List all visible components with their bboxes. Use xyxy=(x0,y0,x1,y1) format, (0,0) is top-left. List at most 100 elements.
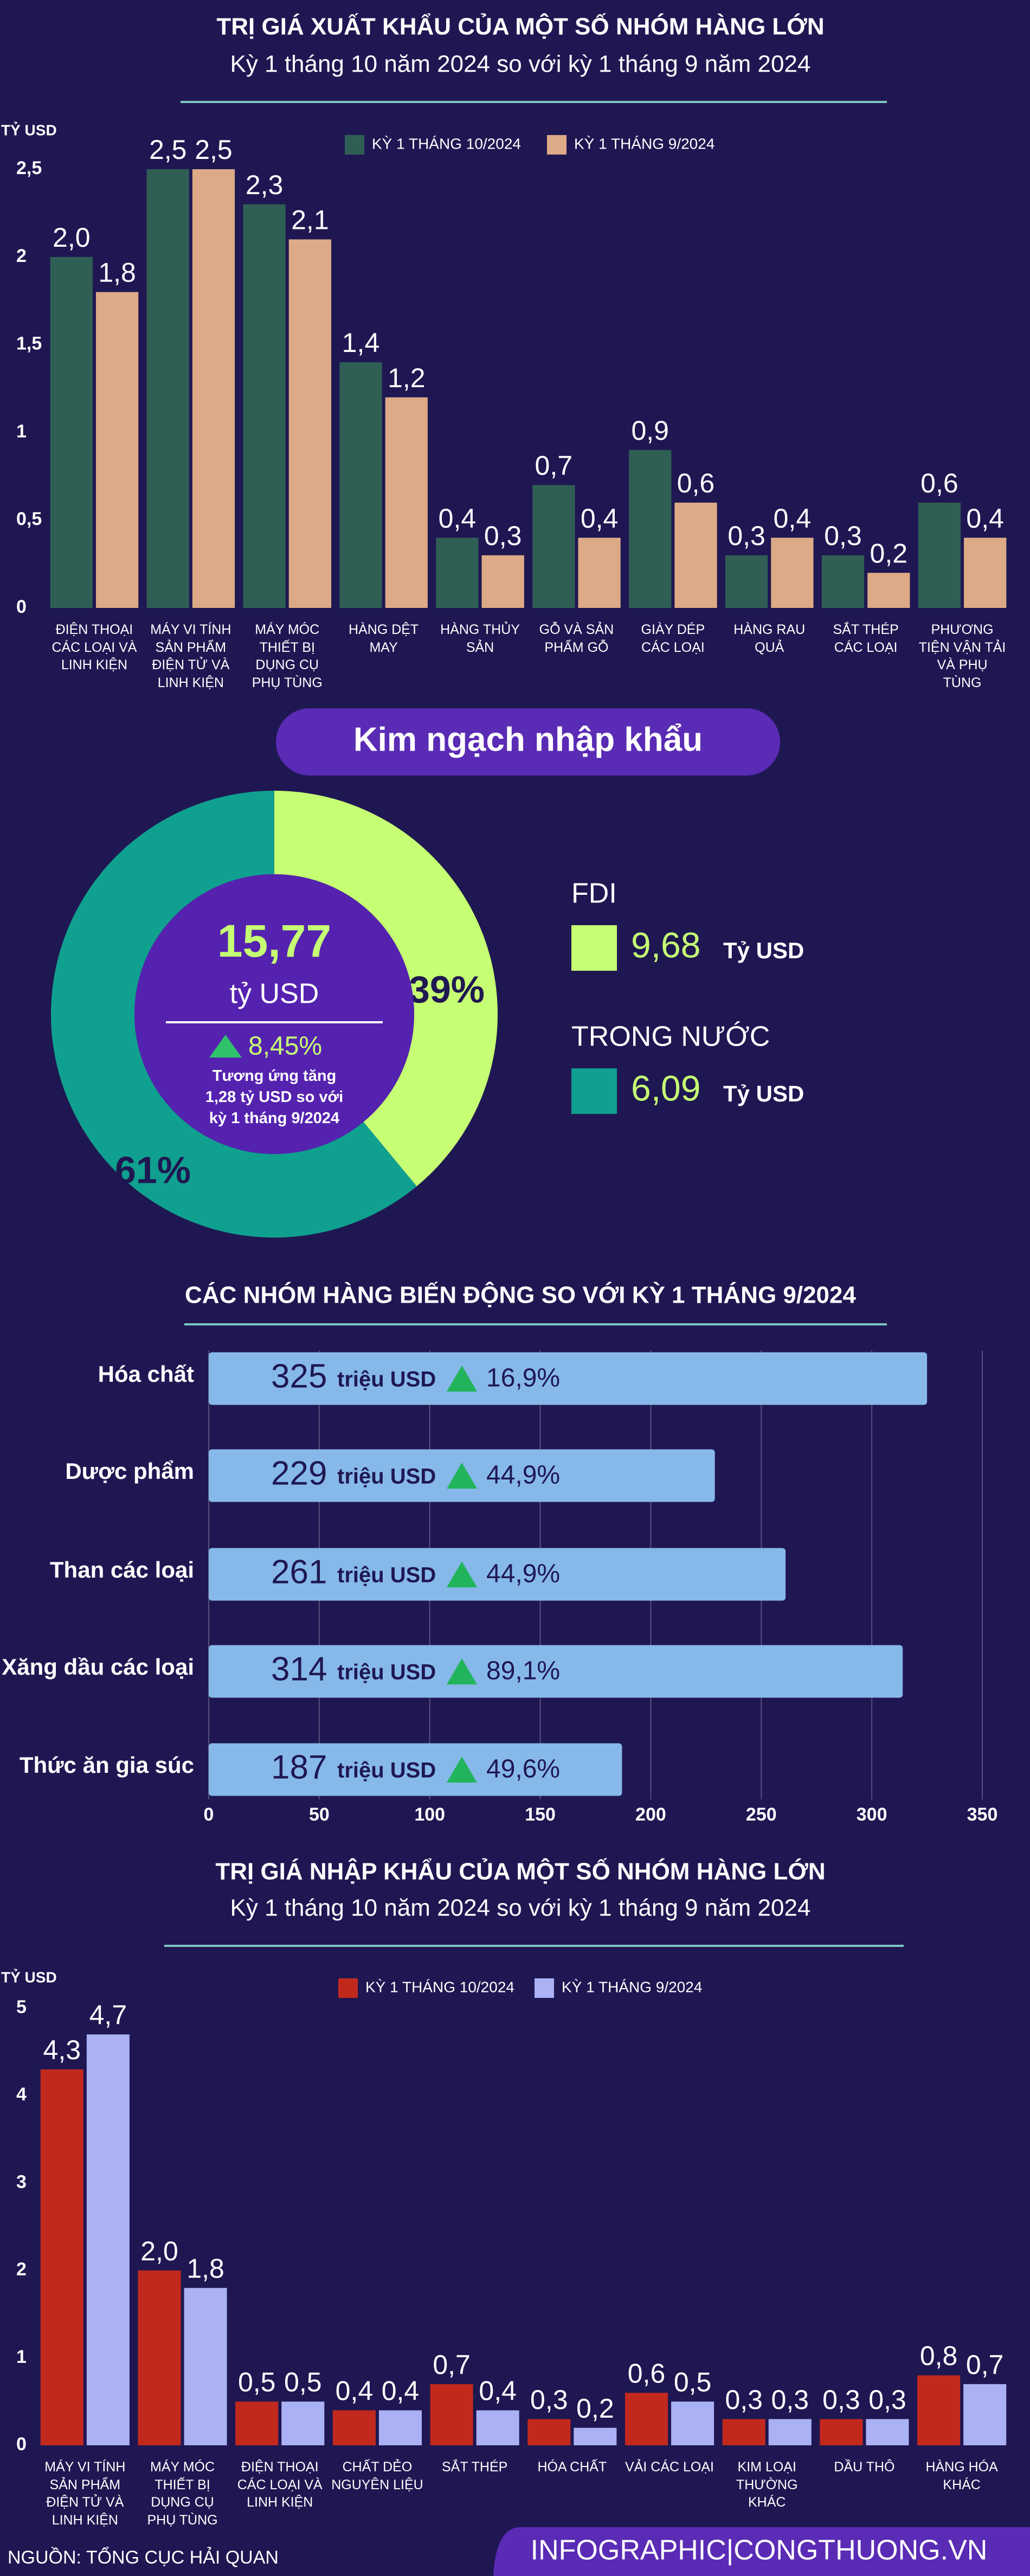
value-label: 0,2 xyxy=(870,538,908,568)
legend-amount: 6,09 xyxy=(631,1068,700,1108)
bar xyxy=(378,2410,422,2445)
change-label: 49,6% xyxy=(486,1755,560,1784)
category-label: Dược phẩm xyxy=(65,1458,194,1484)
y-tick-label: 1 xyxy=(16,421,27,441)
y-tick-label: 1,5 xyxy=(16,334,42,354)
legend-label: KỲ 1 THÁNG 10/2024 xyxy=(372,135,521,152)
bar xyxy=(192,169,235,608)
note: Tương ứng tăng 1,28 tỷ USD so với kỳ 1 t… xyxy=(205,1067,344,1127)
value-label: 0,7 xyxy=(966,2349,1004,2380)
value-label: 2,0 xyxy=(53,222,91,253)
legend-swatch xyxy=(345,135,364,155)
bar xyxy=(50,257,93,608)
x-tick-label: CHẤT DẺO NGUYÊN LIỆU xyxy=(331,2459,423,2492)
up-arrow xyxy=(447,1463,477,1489)
slice-label: 39% xyxy=(409,968,485,1010)
x-tick-label: SẮT THÉP CÁC LOẠI xyxy=(833,622,899,655)
y-tick-label: 3 xyxy=(16,2171,27,2192)
slice-label: 61% xyxy=(115,1149,191,1191)
unit-label: triệu USD xyxy=(337,1368,436,1392)
bar xyxy=(964,537,1007,608)
heading: Kim ngạch nhập khẩu xyxy=(353,721,703,758)
up-arrow xyxy=(447,1561,477,1587)
value-label: 314 xyxy=(271,1650,327,1688)
x-tick-label: 350 xyxy=(967,1804,998,1825)
value-label: 0,4 xyxy=(439,503,477,534)
up-arrow xyxy=(447,1757,477,1783)
chart-title: CÁC NHÓM HÀNG BIẾN ĐỘNG SO VỚI KỲ 1 THÁN… xyxy=(185,1281,856,1309)
unit-label: triệu USD xyxy=(337,1759,436,1783)
category-label: Thức ăn gia súc xyxy=(20,1752,194,1778)
bar xyxy=(146,169,189,608)
change: 8,45% xyxy=(248,1032,322,1061)
heading-pill xyxy=(276,708,780,776)
y-tick-label: 0,5 xyxy=(16,509,42,529)
value-label: 0,5 xyxy=(238,2367,276,2398)
x-tick-label: SẮT THÉP xyxy=(441,2459,508,2475)
bar xyxy=(527,2419,571,2445)
x-tick-label: MÁY VI TÍNH SẢN PHẨM ĐIỆN TỬ VÀ LINH KIỆ… xyxy=(44,2459,126,2528)
value-label: 0,6 xyxy=(920,468,958,498)
chart-title: TRỊ GIÁ NHẬP KHẨU CỦA MỘT SỐ NHÓM HÀNG L… xyxy=(215,1857,825,1885)
y-axis-label: TỶ USD xyxy=(1,1968,57,1985)
legend-swatch xyxy=(571,1068,617,1114)
bar xyxy=(821,555,865,608)
donut-slice xyxy=(50,791,417,1238)
value-label: 0,4 xyxy=(774,503,812,534)
value-label: 0,6 xyxy=(677,468,715,498)
value-label: 2,5 xyxy=(149,134,187,165)
x-tick-label: ĐIỆN THOẠI CÁC LOẠI VÀ LINH KIỆN xyxy=(52,622,137,672)
value-label: 0,7 xyxy=(433,2349,471,2380)
x-tick-label: VẢI CÁC LOẠI xyxy=(625,2459,714,2475)
value-label: 187 xyxy=(271,1748,327,1786)
legend-swatch xyxy=(338,1978,358,1998)
value-label: 4,3 xyxy=(43,2035,81,2065)
unit-label: triệu USD xyxy=(337,1465,436,1489)
source: NGUỒN: TỔNG CỤC HẢI QUAN xyxy=(8,2547,279,2568)
donut-center xyxy=(134,874,414,1154)
bar xyxy=(385,397,428,608)
chart-subtitle: Kỳ 1 tháng 10 năm 2024 so với kỳ 1 tháng… xyxy=(230,1895,811,1921)
bar xyxy=(209,1645,903,1698)
up-arrow xyxy=(209,1035,242,1058)
bar xyxy=(288,239,332,608)
value-label: 2,1 xyxy=(291,205,329,235)
y-tick-label: 2 xyxy=(16,2259,27,2280)
value-label: 0,6 xyxy=(628,2358,666,2388)
x-tick-label: DẦU THÔ xyxy=(834,2459,895,2475)
y-tick-label: 4 xyxy=(16,2084,27,2105)
bar xyxy=(578,537,621,608)
value-label: 1,4 xyxy=(342,328,380,358)
bar xyxy=(866,2419,909,2445)
value-label: 0,3 xyxy=(868,2385,906,2415)
legend-label: KỲ 1 THÁNG 10/2024 xyxy=(365,1978,514,1995)
value-label: 229 xyxy=(271,1454,327,1492)
x-tick-label: HÓA CHẤT xyxy=(537,2459,607,2475)
legend-label: TRONG NƯỚC xyxy=(571,1021,770,1053)
y-tick-label: 0 xyxy=(16,2434,27,2455)
brand-pill xyxy=(493,2527,1030,2576)
value-label: 0,4 xyxy=(581,503,619,534)
value-label: 0,3 xyxy=(771,2385,809,2415)
bar xyxy=(917,2375,961,2445)
value-label: 0,4 xyxy=(966,503,1004,534)
value-label: 261 xyxy=(271,1553,327,1591)
value-label: 4,7 xyxy=(89,2000,127,2030)
legend-label: FDI xyxy=(571,878,617,909)
value-label: 0,4 xyxy=(336,2376,374,2406)
bar xyxy=(768,2419,812,2445)
chart-subtitle: Kỳ 1 tháng 10 năm 2024 so với kỳ 1 tháng… xyxy=(230,51,811,78)
legend-swatch xyxy=(535,1978,554,1998)
value-label: 0,3 xyxy=(822,2385,860,2415)
value-label: 0,4 xyxy=(382,2376,420,2406)
bar xyxy=(339,362,382,608)
bar xyxy=(532,485,575,608)
bar xyxy=(436,537,479,608)
bar xyxy=(332,2410,376,2445)
value-label: 0,3 xyxy=(824,521,862,551)
x-tick-label: HÀNG DỆT MAY xyxy=(349,622,419,655)
total-unit: tỷ USD xyxy=(230,978,319,1010)
x-tick-label: MÁY MÓC THIẾT BỊ DỤNG CỤ PHỤ TÙNG xyxy=(147,2459,218,2528)
bar xyxy=(674,502,717,608)
